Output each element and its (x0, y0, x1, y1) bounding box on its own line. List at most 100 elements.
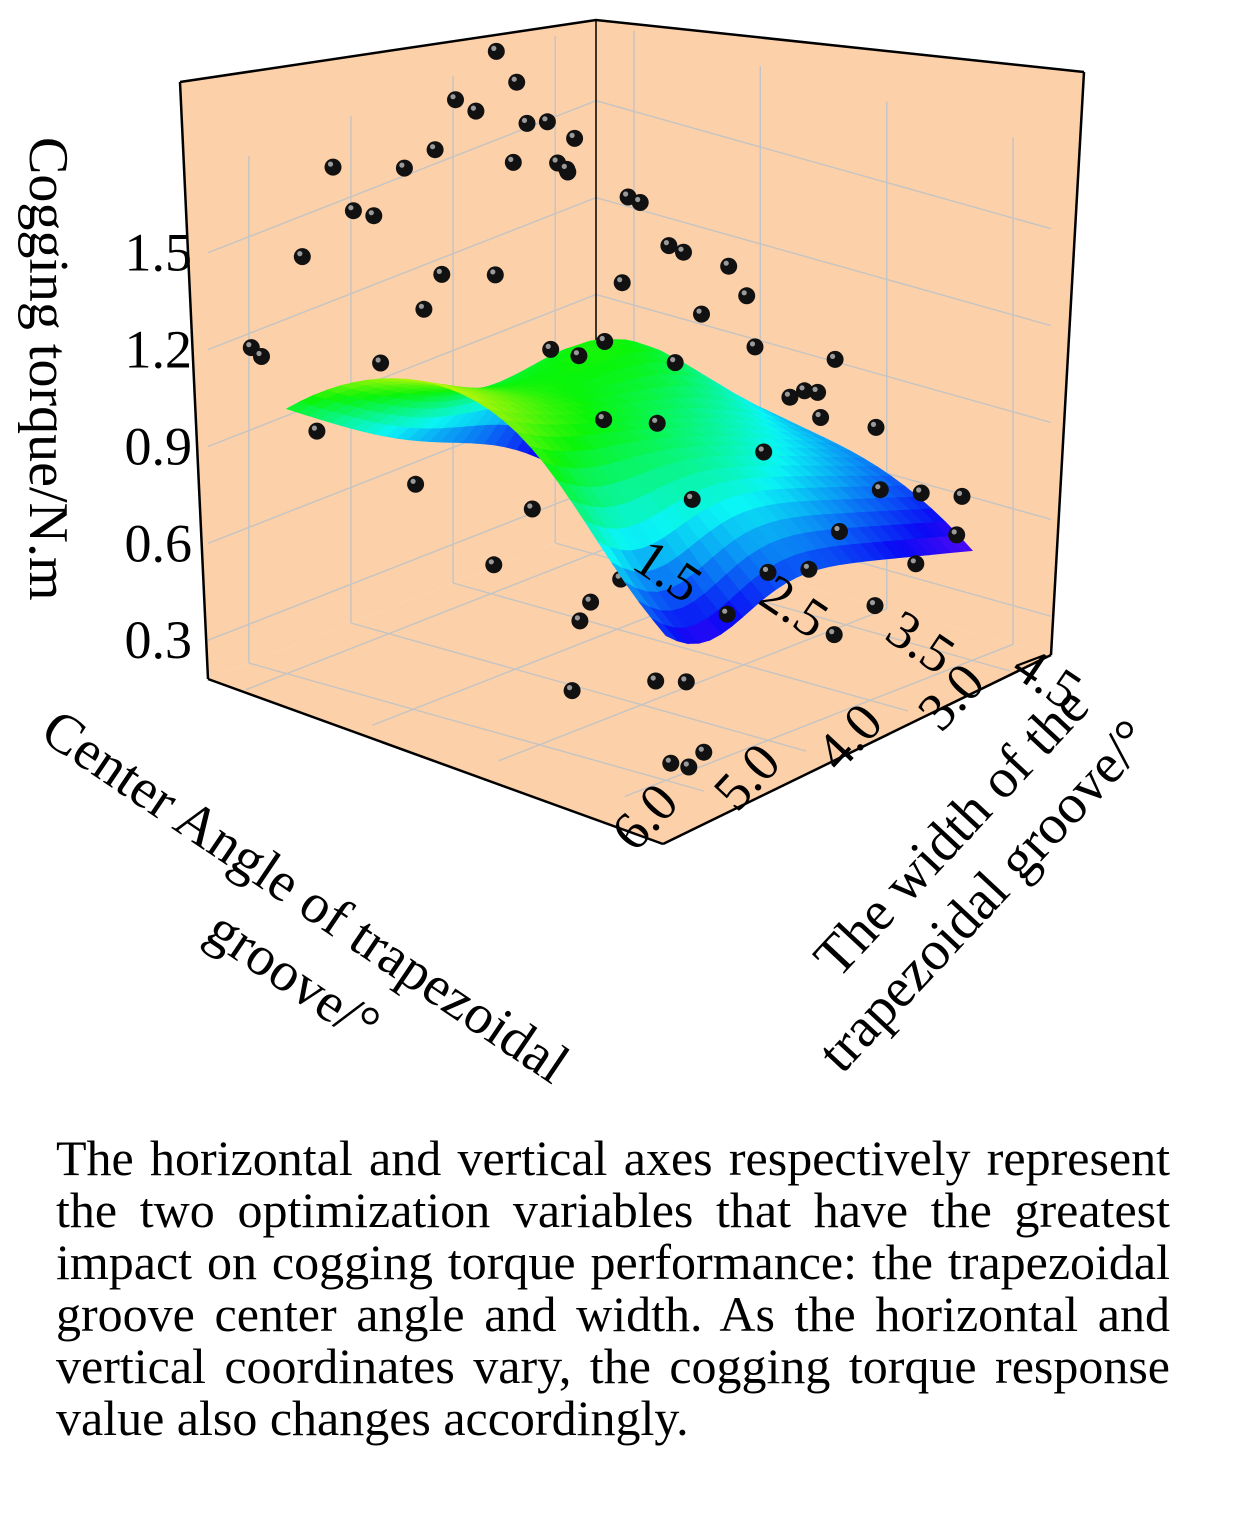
data-point (486, 266, 504, 284)
data-point (695, 743, 713, 761)
data-point (907, 555, 925, 573)
data-point-highlight (665, 757, 671, 763)
data-point (912, 484, 930, 502)
data-point (647, 672, 665, 690)
data-point-highlight (567, 685, 573, 691)
data-point-highlight (623, 191, 629, 197)
data-point-highlight (722, 608, 728, 614)
data-point-highlight (870, 421, 877, 427)
data-point-highlight (681, 676, 687, 682)
data-point (542, 340, 560, 358)
data-point (683, 490, 701, 508)
data-point (948, 526, 966, 544)
data-point-highlight (869, 600, 876, 606)
data-point-highlight (418, 303, 424, 309)
data-point (566, 129, 584, 147)
data-point-highlight (410, 478, 416, 484)
data-point-highlight (617, 277, 623, 283)
data-point-highlight (830, 353, 836, 359)
data-point (293, 248, 311, 266)
data-point-highlight (696, 308, 702, 314)
data-point-highlight (574, 615, 581, 621)
data-point (866, 597, 884, 615)
data-point (582, 593, 600, 611)
response-surface (285, 339, 974, 645)
data-point (718, 605, 736, 623)
data-point (523, 500, 541, 518)
data-point (826, 350, 844, 368)
data-point (809, 383, 827, 401)
data-point (485, 556, 503, 574)
data-point (595, 411, 613, 429)
data-point (365, 207, 383, 225)
data-point (308, 422, 326, 440)
data-point (558, 160, 576, 178)
data-point-highlight (573, 350, 580, 356)
data-point (447, 91, 464, 109)
data-point (570, 347, 588, 365)
data-point (648, 414, 666, 432)
data-point (812, 409, 830, 426)
data-point (504, 153, 522, 171)
data-point-highlight (348, 205, 354, 211)
data-point-highlight (663, 240, 670, 246)
data-point (324, 158, 342, 176)
data-point-highlight (812, 386, 818, 392)
z-tick-label: 1.2 (125, 320, 193, 380)
data-point (395, 159, 413, 177)
data-point-highlight (652, 417, 658, 423)
data-point-highlight (375, 357, 381, 363)
data-point (662, 754, 680, 772)
figure-caption: The horizontal and vertical axes respect… (56, 1130, 1170, 1446)
data-point (571, 612, 589, 630)
scatter-points-front (242, 42, 971, 623)
data-point (738, 287, 756, 305)
data-point-highlight (470, 105, 476, 111)
data-point (755, 443, 773, 461)
data-point (660, 237, 678, 255)
data-point (508, 73, 526, 91)
data-point-highlight (311, 425, 317, 431)
data-point (563, 682, 581, 700)
data-point-highlight (246, 342, 252, 348)
data-point-highlight (552, 157, 558, 163)
data-point-highlight (599, 335, 605, 342)
data-point-highlight (741, 290, 747, 296)
data-point-highlight (875, 484, 881, 490)
data-point-highlight (542, 116, 548, 122)
data-point (720, 257, 738, 275)
data-point (666, 354, 684, 372)
z-tick-label: 0.3 (125, 610, 193, 670)
surface-cell (652, 618, 678, 642)
data-point-highlight (951, 529, 957, 535)
data-point-highlight (430, 144, 436, 150)
data-point (613, 274, 631, 292)
data-point (596, 333, 614, 350)
data-point-highlight (784, 391, 791, 397)
data-point-highlight (650, 675, 656, 681)
data-point (467, 102, 485, 120)
data-point (372, 354, 390, 372)
data-point-highlight (368, 210, 374, 216)
data-point (871, 481, 889, 499)
data-point-highlight (545, 343, 551, 349)
data-point (953, 487, 971, 505)
z-axis-title: Cogging torque/N.m (17, 137, 79, 601)
floor-plane (208, 527, 1051, 844)
data-point-highlight (956, 490, 963, 496)
data-point-highlight (488, 559, 494, 565)
data-point (433, 265, 451, 283)
data-point-highlight (815, 411, 821, 418)
data-point (631, 194, 649, 211)
data-point (675, 243, 692, 261)
data-point (426, 141, 444, 159)
data-point-highlight (491, 45, 497, 52)
data-point-highlight (490, 269, 496, 275)
data-point (825, 626, 843, 644)
data-point-highlight (910, 558, 916, 564)
data-point-highlight (615, 573, 621, 579)
data-point-highlight (635, 196, 641, 203)
data-point-highlight (687, 493, 693, 499)
data-point-highlight (450, 94, 456, 100)
data-point (831, 523, 848, 540)
